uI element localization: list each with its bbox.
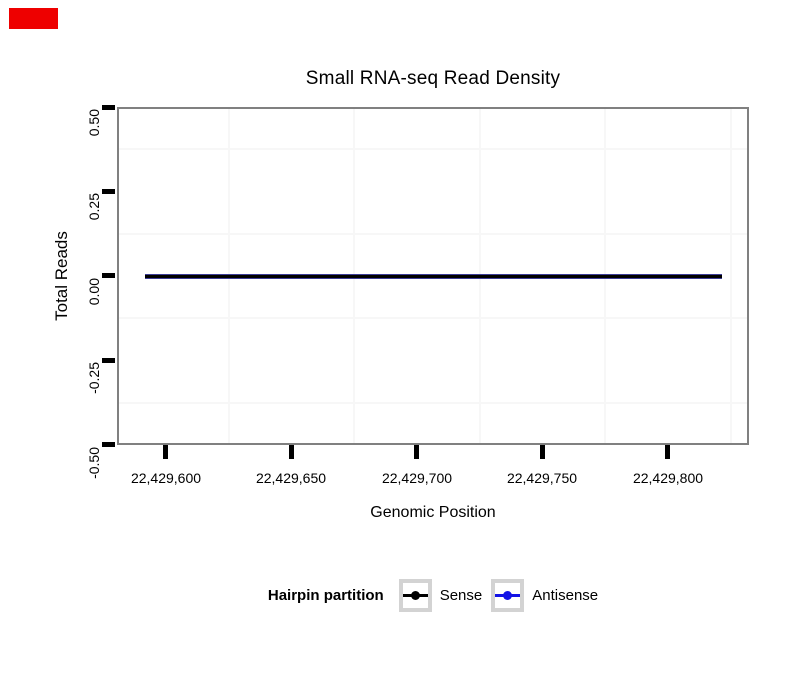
y-tick-label-text: 0.25 bbox=[86, 193, 102, 221]
legend-label-sense: Sense bbox=[439, 587, 483, 604]
gridline-horizontal bbox=[117, 148, 749, 150]
x-tick-label: 22,429,650 bbox=[255, 470, 327, 486]
legend-label-antisense: Antisense bbox=[532, 587, 599, 604]
red-highlight-box bbox=[9, 8, 58, 29]
y-tick bbox=[102, 105, 115, 110]
legend: Hairpin partition Sense Antisense bbox=[117, 579, 749, 612]
x-tick bbox=[163, 445, 168, 459]
legend-title: Hairpin partition bbox=[267, 587, 384, 604]
x-axis-title: Genomic Position bbox=[370, 504, 496, 521]
y-axis-title-text: Total Reads bbox=[52, 231, 71, 321]
gridline-horizontal bbox=[117, 317, 749, 319]
chart-title: Small RNA-seq Read Density bbox=[305, 68, 561, 89]
gridline-vertical bbox=[730, 107, 732, 445]
x-tick-label: 22,429,600 bbox=[130, 470, 202, 486]
y-tick-label-text: -0.50 bbox=[86, 447, 102, 479]
x-tick bbox=[289, 445, 294, 459]
x-tick-label: 22,429,800 bbox=[632, 470, 704, 486]
legend-key-antisense bbox=[491, 579, 525, 612]
y-tick bbox=[102, 358, 115, 363]
y-tick bbox=[102, 189, 115, 194]
legend-item-sense: Sense bbox=[398, 579, 483, 612]
x-tick bbox=[414, 445, 419, 459]
read-density-line bbox=[145, 274, 722, 279]
legend-key-sense bbox=[398, 579, 432, 612]
y-tick-label-text: -0.25 bbox=[86, 362, 102, 394]
plot-panel bbox=[102, 105, 749, 459]
x-tick bbox=[540, 445, 545, 459]
y-tick bbox=[102, 273, 115, 278]
y-tick bbox=[102, 442, 115, 447]
antisense-dot-icon bbox=[503, 591, 513, 600]
legend-item-antisense: Antisense bbox=[491, 579, 598, 612]
y-tick-label-text: 0.50 bbox=[86, 109, 102, 137]
sense-dot-icon bbox=[410, 591, 420, 600]
x-tick-label: 22,429,750 bbox=[506, 470, 578, 486]
x-tick-label: 22,429,700 bbox=[381, 470, 453, 486]
gridline-horizontal bbox=[117, 233, 749, 235]
gridline-horizontal bbox=[117, 402, 749, 404]
y-tick-label-text: 0.00 bbox=[86, 278, 102, 306]
x-tick bbox=[665, 445, 670, 459]
